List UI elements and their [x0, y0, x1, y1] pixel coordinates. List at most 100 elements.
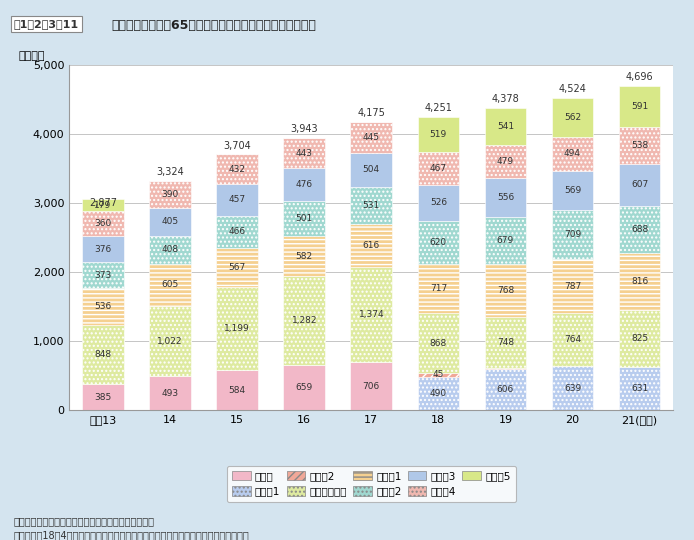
Bar [283, 236, 325, 276]
Bar [619, 86, 661, 127]
Bar [418, 117, 459, 152]
Text: 457: 457 [228, 195, 246, 205]
Bar [82, 237, 124, 262]
Text: 445: 445 [363, 133, 380, 141]
Text: 373: 373 [94, 271, 112, 280]
Bar [283, 168, 325, 201]
Text: 659: 659 [296, 383, 313, 392]
Text: 556: 556 [497, 193, 514, 202]
Text: 787: 787 [564, 282, 581, 291]
Text: 490: 490 [430, 389, 447, 398]
Bar [552, 171, 593, 210]
Text: 620: 620 [430, 238, 447, 247]
Bar [484, 316, 526, 368]
Bar [619, 367, 661, 410]
Bar [350, 267, 392, 362]
Bar [484, 368, 526, 410]
Bar [82, 384, 124, 410]
Bar [217, 184, 258, 216]
Text: 501: 501 [296, 214, 313, 223]
Text: 868: 868 [430, 339, 447, 348]
Text: 360: 360 [94, 219, 112, 228]
Bar [350, 187, 392, 224]
Text: 3,324: 3,324 [156, 167, 184, 177]
Text: 第１号被保険者（65歳以上）の要介護度別認定者数の推移: 第１号被保険者（65歳以上）の要介護度別認定者数の推移 [111, 19, 316, 32]
Bar [149, 235, 191, 264]
Text: 582: 582 [296, 252, 313, 261]
Text: 519: 519 [430, 130, 447, 139]
Text: 569: 569 [564, 186, 581, 195]
Bar [82, 325, 124, 384]
Bar [552, 313, 593, 366]
Bar [217, 154, 258, 184]
Bar [350, 152, 392, 187]
Bar [552, 259, 593, 313]
Bar [82, 199, 124, 212]
Text: 605: 605 [162, 280, 178, 289]
Text: 390: 390 [162, 190, 178, 199]
Text: 531: 531 [363, 201, 380, 210]
Text: 494: 494 [564, 149, 581, 158]
Bar [418, 313, 459, 374]
Text: 179: 179 [94, 201, 112, 210]
Bar [484, 264, 526, 316]
Bar [283, 138, 325, 168]
Text: 541: 541 [497, 122, 514, 131]
Text: 538: 538 [631, 141, 648, 150]
Text: 1,199: 1,199 [224, 324, 250, 333]
Text: 4,378: 4,378 [491, 94, 519, 104]
Bar [418, 221, 459, 264]
Bar [283, 276, 325, 365]
Text: 848: 848 [94, 350, 112, 359]
Text: 資料：厚生労働省「介護保険事業状況報告（年報）」: 資料：厚生労働省「介護保険事業状況報告（年報）」 [14, 516, 155, 526]
Text: 45: 45 [432, 370, 444, 380]
Bar [484, 107, 526, 145]
Bar [552, 366, 593, 410]
Text: 479: 479 [497, 157, 514, 166]
Bar [619, 127, 661, 164]
Text: 4,696: 4,696 [626, 72, 654, 83]
Text: 526: 526 [430, 198, 447, 207]
Bar [149, 181, 191, 208]
Bar [484, 178, 526, 217]
Text: 4,251: 4,251 [425, 103, 452, 113]
Bar [418, 376, 459, 410]
Text: 4,524: 4,524 [559, 84, 586, 94]
Text: 688: 688 [631, 225, 648, 234]
Text: 567: 567 [228, 263, 246, 272]
Text: （注）平成18年4月より介護保険法の改正に伴い、要介護度の区分が変更されている。: （注）平成18年4月より介護保険法の改正に伴い、要介護度の区分が変更されている。 [14, 530, 250, 540]
Legend: 要支援, 要支援1, 要支援2, 経過的要介護, 要介護1, 要介護2, 要介護3, 要介護4, 要介護5: 要支援, 要支援1, 要支援2, 経過的要介護, 要介護1, 要介護2, 要介護… [227, 465, 516, 502]
Text: 639: 639 [564, 384, 581, 393]
Text: 3,704: 3,704 [223, 141, 251, 151]
Text: 631: 631 [631, 384, 648, 393]
Text: 405: 405 [162, 217, 178, 226]
Text: 466: 466 [228, 227, 246, 237]
Text: 536: 536 [94, 302, 112, 311]
Bar [619, 253, 661, 310]
Bar [217, 248, 258, 287]
Text: 717: 717 [430, 284, 447, 293]
Text: 467: 467 [430, 164, 447, 173]
Text: 504: 504 [363, 165, 380, 174]
Text: 1,022: 1,022 [158, 336, 183, 346]
Bar [350, 362, 392, 410]
Bar [418, 185, 459, 221]
Text: 816: 816 [631, 277, 648, 286]
Bar [149, 264, 191, 306]
Text: 1,282: 1,282 [291, 316, 317, 325]
Text: 562: 562 [564, 113, 581, 122]
Text: 607: 607 [631, 180, 648, 190]
Text: 4,175: 4,175 [357, 109, 385, 118]
Bar [82, 212, 124, 237]
Text: 385: 385 [94, 393, 112, 402]
Text: 584: 584 [228, 386, 246, 395]
Text: （千人）: （千人） [18, 51, 44, 62]
Bar [619, 310, 661, 367]
Bar [217, 370, 258, 410]
Bar [82, 262, 124, 288]
Text: 748: 748 [497, 338, 514, 347]
Bar [283, 365, 325, 410]
Text: 408: 408 [162, 245, 178, 254]
Text: 2,877: 2,877 [89, 198, 117, 208]
Text: 476: 476 [296, 180, 313, 190]
